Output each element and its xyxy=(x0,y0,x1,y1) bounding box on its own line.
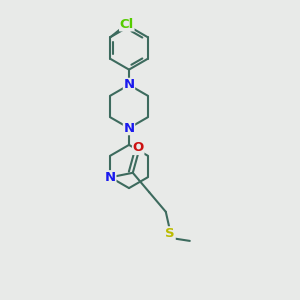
Text: O: O xyxy=(133,141,144,154)
Text: N: N xyxy=(123,122,135,135)
Text: N: N xyxy=(105,171,116,184)
Text: N: N xyxy=(123,78,135,92)
Text: Cl: Cl xyxy=(120,18,134,31)
Text: S: S xyxy=(166,227,175,240)
